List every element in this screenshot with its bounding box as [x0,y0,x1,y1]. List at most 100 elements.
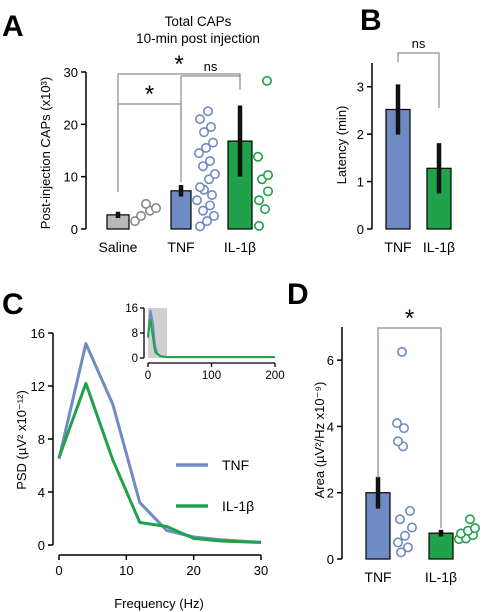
panel-a-sig-saline-il1b [117,73,241,110]
panel-a-point-tnf [209,210,220,221]
panel-c-legend-label-il-1: IL-1β [222,498,254,514]
panel-a-point-tnf [203,106,214,117]
panel-d-point-tnf [398,423,409,434]
panel-d-x-labels: TNF IL-1β [364,569,457,585]
panel-d-point-tnf [395,547,406,558]
panel-a-point-tnf [195,182,206,193]
panel-c-x-tick-label: 30 [254,563,268,578]
panel-d-y-tick-label: 2 [327,486,334,501]
panel-c-y-tick-label: 8 [38,432,45,447]
panel-c-inset-line-il-1 [147,318,275,359]
panel-b-y-axis: 0 1 2 3 [357,63,373,237]
panel-c-inset: 0 8 16 0 100 200 [125,303,284,382]
panel-d-points [391,346,480,558]
panel-a-point-tnf [194,148,205,159]
panel-a-point-tnf [205,200,216,211]
panel-d-point-tnf [404,505,415,516]
panel-a-subtitle: 10-min post injection [136,31,260,46]
panel-a-point-saline [141,198,152,209]
panel-a-point-tnf [202,216,213,227]
panel-a-point-saline [130,216,141,227]
panel-d-y-tick-label: 0 [327,552,334,567]
panel-a-x-label-il-1: IL-1β [224,239,256,255]
panel-a-point-tnf [195,114,206,125]
panel-d-x-label-tnf: TNF [364,569,391,585]
panel-c-xlabel: Frequency (Hz) [114,596,204,611]
panel-d-letter: D [287,278,309,311]
panel-b: B Latency (min) 0 1 2 3 TNF IL-1β ns [334,4,455,255]
panel-b-x-label-tnf: TNF [384,239,411,255]
panel-a-ylabel: Post-injection CAPs (x10³) [38,77,53,229]
panel-b-x-label-il-1: IL-1β [423,239,455,255]
panel-a-point-il-1b [261,75,272,86]
panel-d-sig-tnf-il1b [377,327,442,528]
panel-b-ylabel: Latency (min) [334,106,349,185]
panel-c-x-tick-label: 20 [186,563,200,578]
panel-c-inset-x-tick-label: 200 [265,370,284,382]
panel-c-inset-y-tick-label: 8 [132,328,138,340]
panel-b-sig-tnf-il1b-label: ns [412,36,426,51]
panel-a-x-label-tnf: TNF [167,239,194,255]
panel-d-point-tnf [406,522,417,533]
panel-a-sig-saline-il1b-label: * [174,51,183,78]
panel-b-y-tick-label: 1 [357,175,364,190]
panel-a-point-tnf [201,142,212,153]
panel-c-x-tick-label: 10 [119,563,133,578]
panel-a-y-tick-label: 0 [71,222,78,237]
panel-a-sig-saline-tnf [117,103,182,192]
panel-a-point-tnf [198,161,209,172]
panel-a-title: Total CAPs [165,14,232,29]
panel-d-significance: * [377,305,442,528]
panel-d-y-axis: 0 2 4 6 [327,327,343,567]
panel-c-ylabel: PSD (µV² x10⁻¹²) [14,390,29,490]
panel-a-point-tnf [195,221,206,232]
panel-c-y-tick-label: 4 [38,485,45,500]
panel-a-x-labels: Saline TNF IL-1β [99,239,257,255]
panel-a-error-bars [115,105,243,219]
panel-d-point-tnf [392,436,403,447]
panel-c-line-il-1 [57,381,262,544]
panel-c-x-tick-label: 0 [55,563,62,578]
panel-c-y-tick-label: 12 [31,379,45,394]
panel-c-legend-label-tnf: TNF [222,457,249,473]
panel-d-point-tnf [391,418,402,429]
panel-a-sig-tnf-il1b-label: ns [204,59,218,74]
panel-a-y-tick-label: 20 [64,117,78,132]
panel-a-point-tnf [192,195,203,206]
panel-d-y-tick-label: 4 [327,419,334,434]
panel-c-inset-y-tick-label: 0 [132,353,138,365]
panel-d-bar-il-1 [428,532,454,560]
panel-d-x-label-il-1: IL-1β [425,569,457,585]
panel-a-y-tick-label: 30 [64,65,78,80]
panel-d-point-tnf [394,514,405,525]
panel-d-point-tnf [392,537,403,548]
panel-a-point-saline [151,203,162,214]
panel-c-y-tick-label: 0 [38,538,45,553]
panel-a-bars [106,140,253,230]
panel-a-point-il-1b [253,151,264,162]
panel-a-point-tnf [208,137,219,148]
panel-c-letter: C [2,288,24,321]
panel-d: D Area (µV²/Hz x10⁻⁹) 0 2 4 6 TNF IL-1β * [287,278,480,585]
panel-a-point-tnf [199,127,210,138]
panel-d-point-tnf [399,530,410,541]
panel-a-point-tnf [205,155,216,166]
panel-d-ylabel: Area (µV²/Hz x10⁻⁹) [312,382,327,499]
panel-c-inset-y-tick-label: 16 [125,303,138,315]
panel-c-inset-x-tick-label: 0 [145,370,151,382]
panel-d-point-tnf [396,346,407,357]
panel-c-y-tick-label: 16 [31,326,45,341]
panel-b-significance: ns [397,36,440,108]
panel-b-y-tick-label: 0 [357,222,364,237]
panel-d-sig-tnf-il1b-label: * [405,305,414,332]
panel-c-legend: TNF IL-1β [176,457,254,514]
panel-c-inset-x-tick-label: 100 [202,370,221,382]
panel-a: A Total CAPs 10-min post injection Post-… [2,10,273,255]
panel-a-point-il-1b [254,220,265,231]
panel-d-point-il-1b [469,523,480,534]
panel-b-x-labels: TNF IL-1β [384,239,455,255]
panel-d-y-tick-label: 6 [327,353,334,368]
panel-a-point-tnf [207,189,218,200]
panel-a-points [130,75,273,232]
